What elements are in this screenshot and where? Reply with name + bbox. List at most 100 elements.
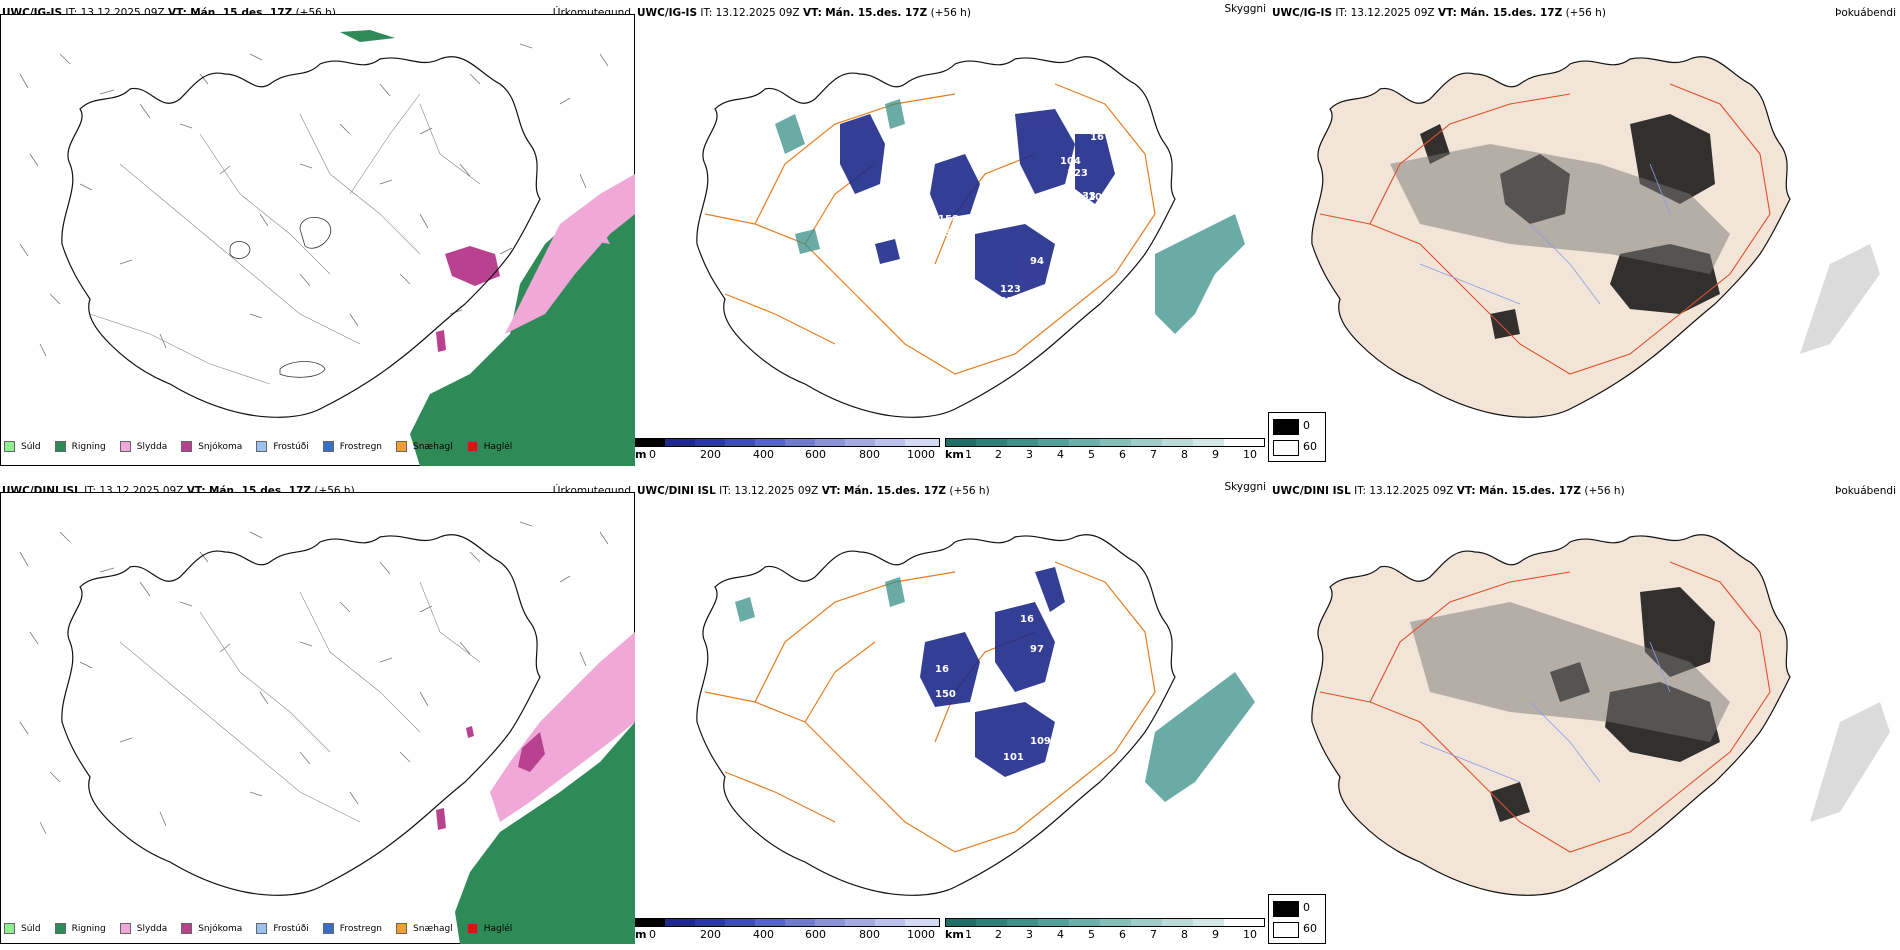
visibility-tick: 1	[965, 448, 972, 461]
lead-time: (+56 h)	[1584, 485, 1625, 497]
legend-item: Frostregn	[322, 441, 383, 452]
fog-tick: 0	[1303, 901, 1310, 914]
legend-item: Slydda	[119, 441, 167, 452]
ceiling-label: 109	[1030, 736, 1051, 747]
visibility-unit: km	[945, 928, 964, 941]
fog-panel-2: UWC/DINI ISL IT: 13.12.2025 09Z VT: Mán.…	[1270, 478, 1900, 950]
fog-map	[1311, 534, 1890, 896]
legend-item: Slydda	[119, 923, 167, 934]
visibility-tick: 9	[1212, 928, 1219, 941]
legend-label: Rigning	[71, 923, 106, 934]
valid-time-prefix: VT:	[802, 7, 822, 19]
ceiling-tick: 0	[649, 928, 656, 941]
ceiling-tick: 1000	[907, 448, 935, 461]
legend-item: Frostúði	[256, 923, 309, 934]
legend-label: Súld	[21, 923, 41, 934]
ceiling-tick: 800	[859, 928, 880, 941]
ceiling-label: 132	[938, 228, 959, 239]
fog-rivers	[1419, 641, 1671, 783]
rivers-and-roads	[119, 581, 481, 823]
precip-sleet-area	[505, 174, 635, 334]
ceiling-colorbar-1: m 0 200 400 600 800 1000	[635, 438, 940, 462]
visibility-colorbar-gradient	[945, 918, 1265, 927]
ceiling-cloud-areas	[840, 109, 1115, 299]
fog-swatch-dense	[1273, 419, 1299, 435]
valid-time: Mán. 15.des. 17Z	[1478, 485, 1581, 497]
iceland-coastline	[696, 534, 1176, 896]
fog-swatch-none	[1273, 440, 1299, 456]
legend-swatch	[181, 923, 193, 934]
fog-rivers	[1419, 163, 1671, 305]
visibility-tick: 4	[1057, 448, 1064, 461]
product-title: Þokuábendi	[1835, 485, 1896, 497]
visibility-tick: 6	[1119, 448, 1126, 461]
legend-swatch	[4, 441, 15, 452]
visibility-tick: 2	[995, 448, 1002, 461]
cloud-map: 150 97 101 109 16 16	[696, 534, 1255, 896]
ceiling-tick: 1000	[907, 928, 935, 941]
fog-header-1: UWC/IG-IS IT: 13.12.2025 09Z VT: Mán. 15…	[1270, 0, 1900, 19]
legend-label: Snjókoma	[198, 923, 243, 934]
cloud-base-labels: 145 158 132 128 104 123 133 106 94 123 1…	[855, 132, 1109, 307]
ceiling-label: 16	[1020, 614, 1034, 625]
valid-time-prefix: VT:	[1456, 485, 1476, 497]
rivers-and-roads	[89, 93, 481, 385]
legend-swatch	[322, 923, 334, 934]
wind-barbs	[19, 521, 609, 835]
legend-swatch	[256, 441, 268, 452]
visibility-tick: 5	[1088, 928, 1095, 941]
legend-item: Frostregn	[322, 923, 382, 934]
legend-swatch	[466, 923, 478, 934]
legend-swatch	[54, 441, 66, 452]
ceiling-label: 133	[1075, 191, 1096, 202]
ceiling-label: 123	[1000, 284, 1021, 295]
precip-map	[0, 14, 635, 466]
fog-offshore	[1800, 244, 1880, 354]
cloud-panel-1: UWC/IG-IS IT: 13.12.2025 09Z VT: Mán. 15…	[635, 0, 1270, 470]
legend-label: Snjókoma	[198, 441, 243, 452]
valid-time-prefix: VT:	[1437, 7, 1457, 19]
fog-medium-areas	[1390, 144, 1730, 274]
legend-item: Súld	[4, 923, 41, 934]
lead-time: (+56 h)	[949, 485, 990, 497]
ceiling-colorbar-gradient	[635, 438, 940, 447]
ceiling-label: 94	[1030, 256, 1044, 267]
visibility-unit: km	[945, 448, 964, 461]
legend-item: Súld	[4, 441, 41, 452]
ceiling-unit: m	[635, 928, 647, 941]
legend-label: Frostúði	[273, 923, 309, 934]
legend-item: Snjókoma	[181, 441, 242, 452]
ceiling-colorbar-2: m 0 200 400 600 800 1000	[635, 918, 940, 942]
road-network	[704, 83, 1156, 375]
ceiling-label: 128	[905, 248, 926, 259]
cloud-header-1: UWC/IG-IS IT: 13.12.2025 09Z VT: Mán. 15…	[635, 0, 1270, 19]
visibility-tick: 3	[1026, 448, 1033, 461]
legend-item: Haglél	[466, 441, 512, 452]
legend-item: Snæhagl	[396, 923, 453, 934]
precip-rain-area	[455, 722, 635, 944]
legend-label: Frostúði	[273, 441, 309, 452]
legend-swatch	[256, 923, 268, 934]
legend-swatch	[181, 441, 193, 452]
legend-label: Frostregn	[339, 441, 383, 452]
ceiling-cloud-areas	[920, 567, 1065, 777]
legend-item: Frostúði	[256, 441, 309, 452]
precip-panel-1: UWC/IG-IS IT: 13.12.2025 09Z VT: Mán. 15…	[0, 0, 635, 470]
visibility-tick: 5	[1088, 448, 1095, 461]
ceiling-label: 158	[938, 214, 959, 225]
ceiling-label: 123	[1067, 168, 1088, 179]
iceland-coastline	[61, 56, 541, 418]
precip-legend: Súld Rigning Slydda Snjókoma Frostúði Fr…	[4, 923, 526, 934]
legend-swatch	[396, 923, 408, 934]
legend-item: Snjókoma	[181, 923, 242, 934]
ceiling-tick: 200	[700, 448, 721, 461]
lead-time: (+56 h)	[930, 7, 971, 19]
iceland-coastline	[61, 534, 541, 896]
precip-snow-area	[436, 246, 500, 352]
valid-time: Mán. 15.des. 17Z	[1460, 7, 1563, 19]
legend-swatch	[119, 441, 131, 452]
ceiling-unit: m	[635, 448, 647, 461]
visibility-areas	[735, 577, 1255, 802]
visibility-tick: 9	[1212, 448, 1219, 461]
visibility-tick: 2	[995, 928, 1002, 941]
